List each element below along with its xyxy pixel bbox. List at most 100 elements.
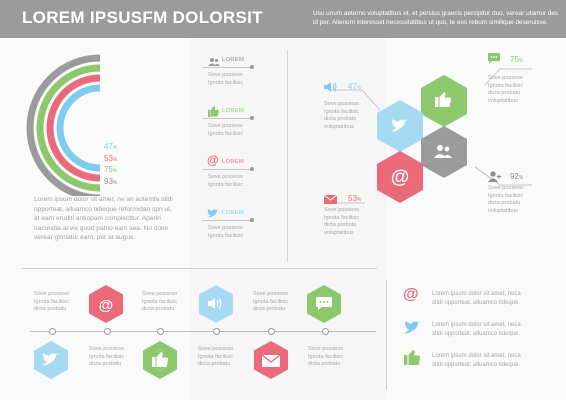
timeline-hex-thumb xyxy=(143,341,177,379)
timeline-dot xyxy=(157,328,164,335)
social-item-1: LOREM Sove posseso Ignota facilisic xyxy=(200,52,284,103)
connector-gray xyxy=(474,166,532,186)
chat-icon xyxy=(316,297,332,310)
social-item-4: LOREM Sove posseso Ignota facilisic xyxy=(200,205,284,256)
social-text: Sove posseso Ignota facilisic xyxy=(208,174,244,188)
divider xyxy=(202,67,252,68)
timeline-text-2: Sove posseso Ignota facilisic dicta probat… xyxy=(142,291,178,313)
right-list: @ Lorem ipsum dolor sit amet, neca stidi … xyxy=(400,286,560,381)
dot xyxy=(250,167,254,171)
right-list-text: Lorem ipsum dolor sit amet, neca stidi op… xyxy=(432,322,521,337)
timeline-hex-bird xyxy=(34,341,68,379)
middle-divider xyxy=(287,50,288,262)
arc-chart xyxy=(26,54,101,196)
timeline-dot xyxy=(322,328,329,335)
callout-value: 75% xyxy=(510,55,524,64)
section-divider xyxy=(22,268,377,269)
chat-icon xyxy=(488,53,500,64)
callout-value: 92% xyxy=(510,172,524,181)
bottom-right-divider xyxy=(386,280,387,390)
header-bar xyxy=(0,0,566,38)
arc-percent-labels: 47% 53% 75% 93% xyxy=(104,142,117,188)
timeline-hex-chat xyxy=(307,285,341,323)
timeline-hex-at: @ xyxy=(89,285,123,323)
arc-gray xyxy=(26,54,101,196)
speaker-icon xyxy=(324,82,337,92)
thumbs-up-icon xyxy=(435,92,452,107)
hex-cluster: @ xyxy=(330,68,532,204)
dot xyxy=(250,218,254,222)
right-list-text: Lorem ipsum dolor sit amet, neca stidi op… xyxy=(432,353,521,368)
timeline-text-4: Sove posseso Ignota facilisic dicta probat… xyxy=(89,346,125,368)
dot xyxy=(250,65,254,69)
social-list: LOREM Sove posseso Ignota facilisic LOREM… xyxy=(200,52,284,256)
callout-text: Sove posseso Ignota facilisic dicta probat… xyxy=(324,207,360,236)
callout-text: Sove posseso Ignota facilisic dicta probat… xyxy=(488,75,524,104)
at-icon: @ xyxy=(403,286,419,303)
callout-value: 47% xyxy=(348,82,362,91)
hex-red xyxy=(377,151,423,203)
bird-icon xyxy=(391,119,408,132)
social-label: LOREM xyxy=(222,108,245,114)
timeline-text-1: Sove posseso Ignota facilisic dicta probat… xyxy=(34,291,70,313)
right-list-item-3: Lorem ipsum dolor sit amet, neca stidi op… xyxy=(400,350,560,381)
users-icon xyxy=(208,54,220,66)
bird-icon xyxy=(42,353,59,366)
right-panel xyxy=(386,38,566,400)
timeline-text-6: Sove posseso Ignota facilisic dicta probat… xyxy=(308,346,344,368)
timeline-dot xyxy=(213,328,220,335)
divider xyxy=(202,169,252,170)
arc-label-blue: 47% xyxy=(104,142,118,151)
thumbs-up-icon xyxy=(152,352,169,367)
hex-gray xyxy=(421,126,467,178)
at-icon: @ xyxy=(391,167,410,188)
callout-text: Sove posseso Ignota facilisic dicta probat… xyxy=(324,101,360,130)
arc-blue xyxy=(56,84,101,172)
envelope-icon xyxy=(261,354,281,367)
user-icon xyxy=(488,171,501,182)
middle-panel xyxy=(190,38,386,400)
social-label: LOREM xyxy=(222,159,245,165)
dot xyxy=(250,116,254,120)
arc-label-red: 53% xyxy=(104,153,118,163)
arc-label-gray: 93% xyxy=(104,176,118,186)
right-list-item-1: @ Lorem ipsum dolor sit amet, neca stidi … xyxy=(400,286,560,319)
social-item-2: LOREM Sove posseso Ignota facilisic xyxy=(200,103,284,154)
right-list-item-2: Lorem ipsum dolor sit amet, neca stidi op… xyxy=(400,319,560,350)
bird-icon xyxy=(207,206,219,224)
right-list-text: Lorem ipsum dolor sit amet, neca stidi op… xyxy=(432,291,521,306)
callout-text: Sove posseso Ignota facilisic dicta probat… xyxy=(488,185,524,214)
connector-blue xyxy=(330,89,381,111)
timeline-dot xyxy=(104,328,111,335)
bird-icon xyxy=(404,321,421,334)
users-icon xyxy=(434,145,452,158)
divider xyxy=(202,118,252,119)
left-panel xyxy=(0,38,190,400)
header-description: Usu unum aeterno voluptatibus et, et per… xyxy=(313,10,559,26)
social-text: Sove posseso Ignota facilisic xyxy=(208,225,244,239)
timeline-text-5: Sove posseso Ignota facilisic dicta probat… xyxy=(198,346,234,368)
timeline-axis xyxy=(30,331,376,332)
social-item-3: @ LOREM Sove posseso Ignota facilisic xyxy=(200,153,284,205)
at-icon: @ xyxy=(207,153,219,167)
arc-red xyxy=(46,74,101,182)
divider xyxy=(202,220,252,221)
timeline-hex-envelope xyxy=(254,341,288,379)
timeline-hex-speaker xyxy=(199,285,233,323)
arc-label-green: 75% xyxy=(104,165,118,174)
callout-value: 53% xyxy=(348,194,362,203)
speaker-icon xyxy=(208,298,222,309)
social-text: Sove posseso Ignota facilisic xyxy=(208,123,244,137)
connector-green xyxy=(484,68,532,86)
social-text: Sove posseso Ignota facilisic xyxy=(208,72,244,86)
timeline-text-3: Sove posseso Ignota facilisic dicta probat… xyxy=(253,291,289,313)
social-label: LOREM xyxy=(222,57,245,63)
arc-paragraph: Lorem ipsum dolor sit amet, ne an autemf… xyxy=(34,196,173,242)
thumbs-up-icon xyxy=(404,350,421,365)
at-icon: @ xyxy=(99,297,114,314)
timeline-dot xyxy=(49,328,56,335)
timeline-dot xyxy=(268,328,275,335)
page-title: LOREM IPSUSFM DOLORSIT xyxy=(22,8,263,27)
social-label: LOREM xyxy=(222,210,245,216)
arc-green xyxy=(36,64,101,192)
